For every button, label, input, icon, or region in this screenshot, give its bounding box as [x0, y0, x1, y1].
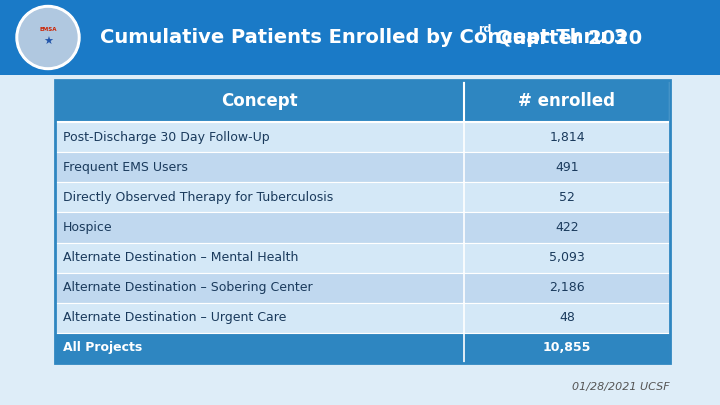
Bar	[55, 212, 670, 243]
Bar	[55, 122, 670, 152]
Text: rd: rd	[478, 23, 491, 34]
Text: Alternate Destination – Sobering Center: Alternate Destination – Sobering Center	[63, 281, 312, 294]
Text: Alternate Destination – Mental Health: Alternate Destination – Mental Health	[63, 251, 298, 264]
Bar	[55, 80, 670, 122]
Bar	[55, 152, 670, 182]
Text: 422: 422	[555, 221, 579, 234]
Text: 01/28/2021 UCSF: 01/28/2021 UCSF	[572, 382, 670, 392]
Bar	[55, 80, 670, 363]
Text: EMSA: EMSA	[40, 27, 57, 32]
Text: Directly Observed Therapy for Tuberculosis: Directly Observed Therapy for Tuberculos…	[63, 191, 333, 204]
Text: Frequent EMS Users: Frequent EMS Users	[63, 161, 188, 174]
Circle shape	[16, 6, 80, 70]
Text: Alternate Destination – Urgent Care: Alternate Destination – Urgent Care	[63, 311, 287, 324]
Bar	[55, 333, 670, 363]
Text: Concept: Concept	[221, 92, 298, 110]
Bar	[55, 182, 670, 212]
Text: 52: 52	[559, 191, 575, 204]
Bar	[55, 273, 670, 303]
Text: Hospice: Hospice	[63, 221, 112, 234]
Bar	[0, 0, 720, 75]
Bar	[55, 243, 670, 273]
Text: ★: ★	[43, 36, 53, 47]
Circle shape	[19, 9, 77, 66]
Text: Quarter 2020: Quarter 2020	[489, 28, 642, 47]
Text: Post-Discharge 30 Day Follow-Up: Post-Discharge 30 Day Follow-Up	[63, 130, 269, 143]
Text: Cumulative Patients Enrolled by Concept Thru 3: Cumulative Patients Enrolled by Concept …	[100, 28, 627, 47]
Text: # enrolled: # enrolled	[518, 92, 616, 110]
Text: All Projects: All Projects	[63, 341, 143, 354]
Text: 48: 48	[559, 311, 575, 324]
Text: 1,814: 1,814	[549, 130, 585, 143]
Text: 491: 491	[555, 161, 579, 174]
Bar	[55, 303, 670, 333]
Text: 10,855: 10,855	[543, 341, 591, 354]
Text: 5,093: 5,093	[549, 251, 585, 264]
Text: 2,186: 2,186	[549, 281, 585, 294]
